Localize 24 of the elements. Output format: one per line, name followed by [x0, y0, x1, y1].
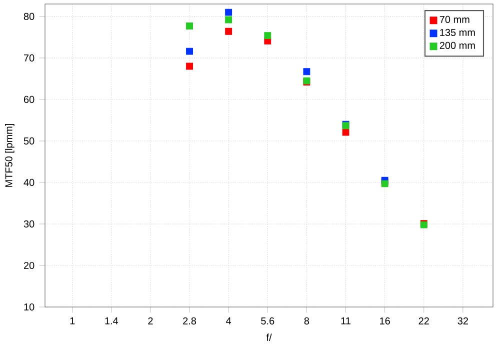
y-tick-label: 10: [24, 303, 34, 311]
x-tick-label: 4: [226, 317, 232, 324]
x-tick-label: 11: [341, 317, 350, 324]
x-tick-label: 2.8: [183, 317, 196, 324]
y-axis-title: MTF50 [lpmm]: [5, 124, 14, 187]
y-tick-label: 40: [24, 178, 34, 186]
y-tick-label: 30: [24, 220, 34, 228]
legend-label: 135 mm: [440, 28, 475, 36]
y-tick-label: 60: [24, 96, 34, 104]
x-tick-label: 1: [70, 317, 75, 324]
y-tick-label: 70: [24, 54, 34, 62]
legend-label: 200 mm: [440, 42, 475, 49]
x-tick-label: 16: [380, 317, 390, 324]
x-axis-title: f/: [266, 334, 272, 341]
x-tick-label: 22: [418, 317, 429, 324]
y-tick-label: 20: [24, 262, 34, 270]
x-tick-label: 2: [148, 317, 153, 324]
x-tick-label: 1.4: [105, 317, 118, 324]
y-tick-label: 50: [24, 137, 34, 145]
x-tick-label: 32: [458, 317, 468, 324]
x-tick-label: 8: [304, 317, 310, 324]
legend-label: 70 mm: [440, 16, 470, 24]
x-tick-label: 5.6: [261, 317, 274, 324]
y-tick-label: 80: [24, 12, 34, 20]
